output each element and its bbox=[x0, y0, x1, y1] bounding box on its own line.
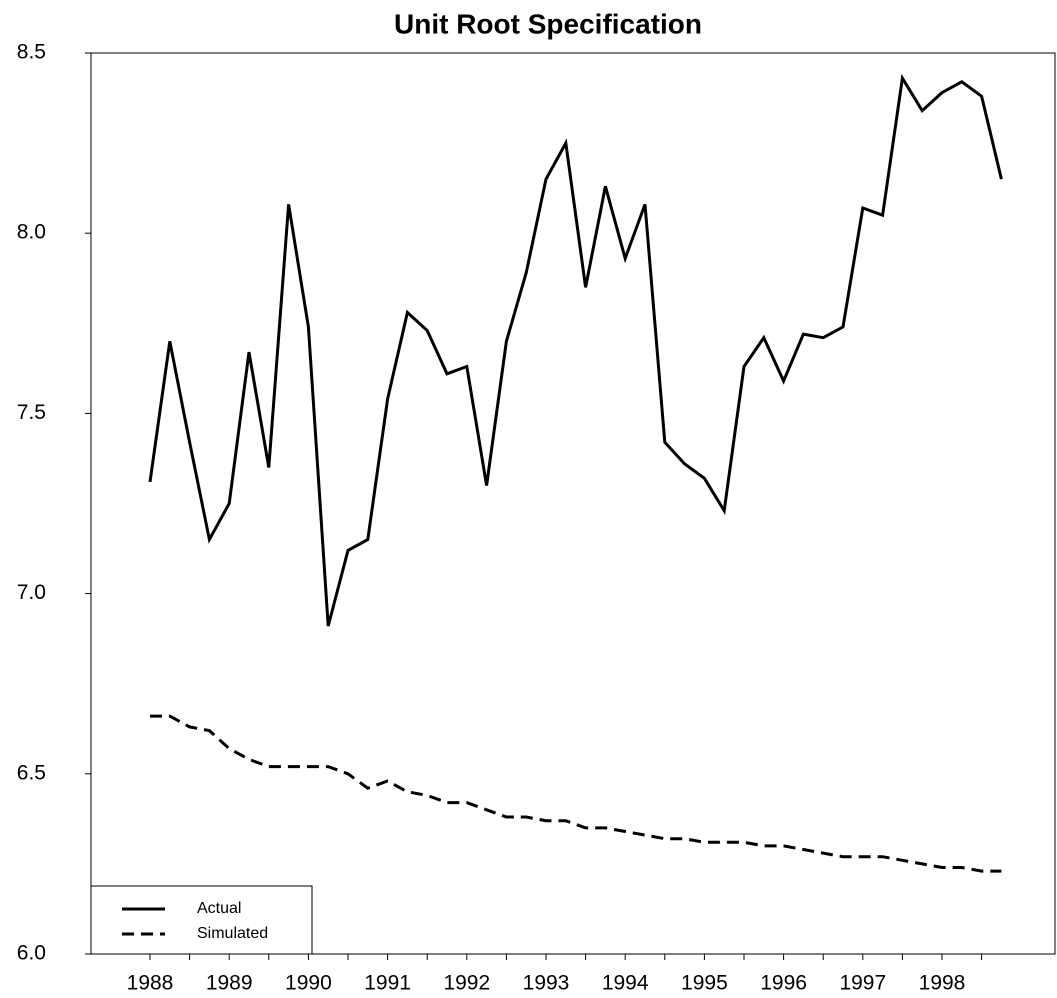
x-tick-label: 1992 bbox=[443, 972, 490, 995]
x-tick-label: 1991 bbox=[364, 972, 411, 995]
x-tick-label: 1990 bbox=[285, 972, 332, 995]
plot-frame bbox=[90, 52, 1056, 955]
x-tick-label: 1989 bbox=[206, 972, 253, 995]
chart-title: Unit Root Specification bbox=[394, 8, 702, 39]
x-tick-label: 1995 bbox=[681, 972, 728, 995]
y-tick-label: 6.0 bbox=[17, 942, 46, 965]
legend: Actual Simulated bbox=[90, 885, 313, 955]
legend-label: Actual bbox=[197, 900, 241, 917]
series-line bbox=[150, 714, 1002, 873]
x-tick-label: 1988 bbox=[127, 972, 174, 995]
x-tick-label: 1997 bbox=[839, 972, 886, 995]
x-tick-label: 1994 bbox=[602, 972, 649, 995]
y-tick-label: 8.5 bbox=[17, 41, 46, 64]
x-tick-label: 1993 bbox=[523, 972, 570, 995]
legend-label: Simulated bbox=[197, 925, 268, 942]
x-tick-label: 1996 bbox=[760, 972, 807, 995]
y-tick-label: 7.0 bbox=[17, 581, 46, 604]
series-line bbox=[148, 73, 1003, 627]
y-tick-label: 7.5 bbox=[17, 401, 46, 424]
y-tick-label: 8.0 bbox=[17, 221, 46, 244]
legend-box bbox=[90, 885, 313, 955]
x-tick-label: 1998 bbox=[919, 972, 966, 995]
y-tick-label: 6.5 bbox=[17, 761, 46, 784]
